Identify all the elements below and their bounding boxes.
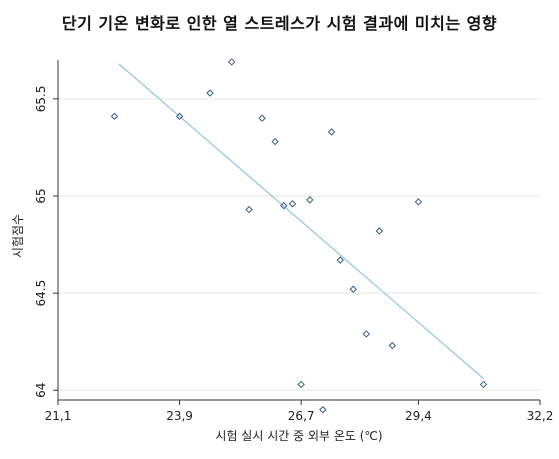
x-tick-label: 21,1 [45,409,72,423]
y-tick-label: 65 [34,188,48,203]
data-point [479,380,488,389]
data-point [175,112,184,121]
x-ticks: 21,1 23,9 26,7 29,4 32,2 [45,400,554,423]
data-point [336,256,344,264]
x-tick-label: 29,4 [405,409,432,423]
data-point [306,196,314,204]
grid-lines [58,98,540,391]
data-point [375,227,384,235]
x-tick-label: 32,2 [527,409,554,423]
data-point [245,205,253,214]
data-point [110,112,119,121]
data-point [288,200,297,208]
x-tick-label: 26,7 [288,409,315,423]
y-ticks: 64 64.5 65 65.5 [34,85,58,398]
trendline-layer [118,63,484,380]
trendline [118,63,484,380]
data-point [258,114,266,122]
data-point [349,285,357,293]
data-point [362,330,371,338]
data-point [227,58,236,66]
chart-title: 단기 기온 변화로 인한 열 스트레스가 시험 결과에 미치는 영향 [61,14,498,33]
data-point [280,202,288,210]
y-tick-label: 65.5 [34,85,48,112]
y-tick-label: 64 [34,383,48,398]
data-point [414,198,423,206]
data-point [297,380,305,389]
x-tick-label: 23,9 [166,409,193,423]
data-point [206,89,214,97]
data-points [110,58,488,414]
data-point [319,406,327,414]
x-axis-title: 시험 실시 시간 중 외부 온도 (℃) [215,429,382,443]
data-point [388,341,397,350]
data-point [327,128,336,136]
data-point [271,137,279,146]
y-tick-label: 64.5 [34,280,48,307]
y-axis-title: 시험점수 [11,214,25,258]
